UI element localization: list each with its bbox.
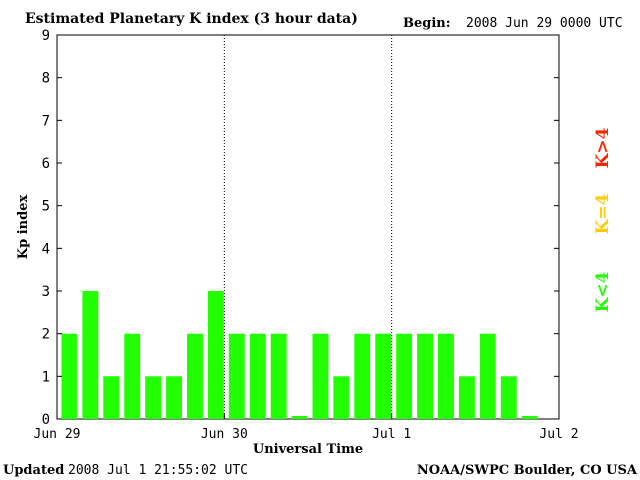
updated-value: 2008 Jul 1 21:55:02 UTC [68, 463, 248, 478]
bar-18 [438, 333, 454, 419]
bar-1 [82, 291, 99, 419]
bar-20 [479, 333, 496, 419]
bar-7 [207, 291, 224, 419]
legend-k-greater-4: K>4 [593, 127, 613, 168]
day-separators [223, 35, 393, 419]
y-tick-label-0: 0 [42, 412, 50, 428]
bar-16 [396, 333, 413, 419]
plot-frame [56, 34, 560, 420]
bar-11 [291, 416, 308, 419]
bar-10 [270, 333, 287, 419]
x-axis-ticks: Jun 29 Jun 30 Jul 1 Jul 2 [34, 413, 579, 442]
chart-title: Estimated Planetary K index (3 hour data… [25, 11, 358, 27]
y-tick-label-1: 1 [42, 369, 50, 385]
y-tick-label-3: 3 [42, 284, 50, 300]
y-tick-label-8: 8 [42, 71, 50, 87]
bar-12 [312, 333, 329, 419]
bar-5 [166, 376, 182, 419]
x-axis-label: Universal Time [253, 442, 363, 457]
legend-k-equal-4: K=4 [593, 193, 613, 234]
bar-6 [187, 333, 203, 419]
y-tick-label-6: 6 [42, 156, 50, 172]
bar-4 [145, 376, 162, 419]
bar-13 [333, 376, 350, 419]
bar-8 [228, 333, 245, 419]
bar-9 [249, 333, 266, 419]
bar-17 [417, 333, 433, 419]
begin-label: Begin: [403, 16, 451, 31]
bar-3 [124, 333, 141, 419]
legend-k-less-4: K<4 [593, 271, 613, 312]
x-tick-label-2: Jul 1 [372, 427, 411, 442]
x-tick-label-0: Jun 29 [34, 427, 81, 442]
begin-value: 2008 Jun 29 0000 UTC [466, 16, 623, 31]
bar-2 [103, 376, 120, 419]
bar-22 [521, 416, 538, 419]
updated-label: Updated [3, 463, 64, 478]
y-tick-label-5: 5 [42, 199, 50, 215]
y-tick-label-2: 2 [42, 327, 50, 343]
y-tick-label-9: 9 [42, 28, 50, 44]
source-credit: NOAA/SWPC Boulder, CO USA [417, 463, 638, 478]
bar-0 [61, 333, 78, 419]
x-tick-label-3: Jul 2 [539, 427, 578, 442]
bars-group [61, 291, 538, 419]
y-axis-label: Kp index [16, 195, 31, 260]
bar-19 [458, 376, 475, 419]
bar-15 [375, 333, 392, 419]
y-tick-label-4: 4 [42, 241, 50, 257]
y-axis-ticks: 0 1 2 3 4 5 6 7 8 9 [42, 28, 559, 428]
x-tick-label-1: Jun 30 [201, 427, 248, 442]
bar-21 [500, 376, 517, 419]
y-tick-label-7: 7 [42, 113, 50, 129]
bar-14 [354, 333, 371, 419]
